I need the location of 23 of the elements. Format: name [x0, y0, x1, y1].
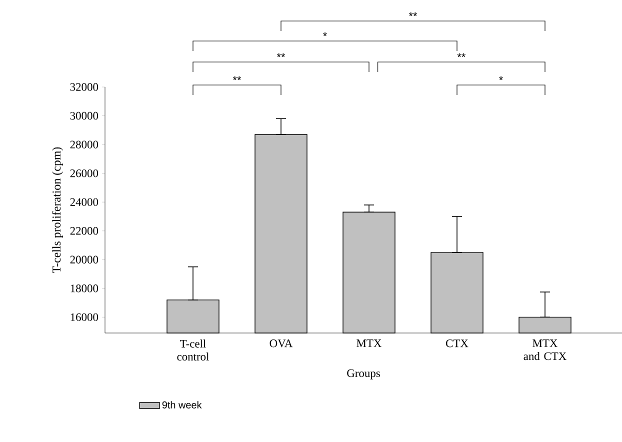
- text: **: [408, 12, 418, 16]
- y-tick-label: 16000: [70, 313, 98, 322]
- x-tick-label: MTX: [356, 340, 382, 348]
- text: **: [457, 53, 466, 58]
- x-tick-label: MTX and CTX: [524, 340, 566, 360]
- y-tick-label: 18000: [70, 284, 98, 292]
- x-tick-label: T-cell control: [177, 340, 209, 361]
- y-tick-label: 30000: [70, 112, 98, 120]
- text: **: [276, 53, 286, 58]
- text: *: [323, 32, 327, 36]
- y-tick-label: 20000: [70, 256, 98, 264]
- y-axis-title: T-cells proliferation (cpm): [52, 147, 63, 273]
- y-tick-label: 26000: [70, 169, 98, 178]
- text: **: [232, 76, 242, 80]
- legend-label: 9th week: [162, 401, 202, 408]
- y-tick-label: 22000: [70, 227, 98, 235]
- x-tick-label: OVA: [270, 340, 293, 348]
- y-tick-label: 28000: [70, 140, 98, 148]
- x-axis-title: Groups: [347, 369, 380, 380]
- y-tick-label: 24000: [70, 198, 98, 206]
- text: *: [499, 76, 503, 80]
- x-tick-label: CTX: [446, 340, 468, 348]
- y-tick-label: 32000: [70, 83, 98, 91]
